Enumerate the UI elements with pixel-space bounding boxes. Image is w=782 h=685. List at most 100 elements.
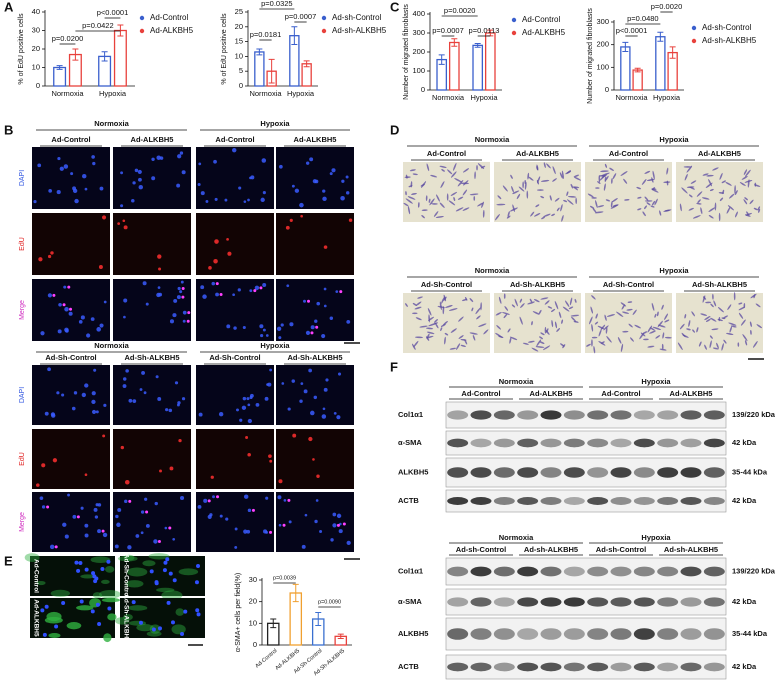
nucleus	[208, 266, 212, 270]
cell	[741, 175, 748, 180]
nucleus	[203, 498, 208, 503]
y-tick-label: 0	[36, 81, 40, 90]
legend-label: Ad-sh-Control	[702, 23, 752, 32]
cell	[404, 176, 411, 179]
edu-nucleus	[145, 510, 149, 514]
nucleus	[242, 325, 246, 330]
cell	[698, 341, 702, 347]
cell	[518, 186, 525, 192]
legend-marker	[691, 25, 697, 31]
nucleus	[205, 200, 209, 203]
edu-nucleus	[307, 299, 311, 303]
cell	[536, 189, 544, 191]
nucleus	[241, 405, 247, 410]
legend-label: Ad-Control	[522, 15, 560, 24]
panel-letter: F	[390, 359, 398, 374]
cell	[644, 205, 647, 210]
cell	[462, 189, 468, 196]
condition-label: Normoxia	[475, 266, 510, 275]
nucleus	[180, 280, 184, 284]
blot-strip	[445, 489, 727, 513]
cell	[415, 317, 422, 321]
nucleus	[93, 368, 97, 372]
y-tick-label: 5	[239, 66, 243, 75]
nucleus	[59, 166, 64, 171]
legend-marker	[511, 30, 517, 36]
nucleus	[335, 290, 339, 293]
legend-label: Ad-sh-ALKBH5	[332, 26, 387, 35]
p-value: p=0.0325	[261, 0, 293, 8]
nucleus	[213, 258, 218, 264]
group-label: Ad-Sh-Control	[603, 280, 654, 289]
y-tick-label: 20	[235, 22, 243, 31]
transwell-image	[403, 162, 490, 222]
blot-band	[517, 410, 539, 420]
blot-band	[680, 410, 702, 420]
cell	[753, 184, 761, 187]
cell	[743, 199, 748, 205]
micrograph	[276, 365, 354, 425]
bar	[448, 41, 460, 91]
nucleus	[92, 161, 96, 166]
sma-fiber	[66, 622, 82, 630]
y-tick-label: 200	[412, 47, 425, 56]
nucleus	[48, 189, 52, 193]
blot-band	[610, 628, 632, 640]
cell	[729, 326, 733, 333]
sma-fiber	[24, 553, 40, 562]
nucleus	[249, 289, 253, 293]
cell	[594, 211, 604, 214]
cell	[415, 301, 422, 306]
nucleus	[169, 319, 175, 324]
cell	[428, 314, 430, 323]
group-label: Ad-ALKBH5	[294, 135, 337, 144]
sma-fiber	[92, 592, 103, 599]
cell	[697, 199, 701, 204]
cell	[546, 163, 551, 169]
cell	[706, 174, 714, 177]
cell	[644, 200, 653, 202]
nucleus	[81, 392, 86, 398]
blot-band	[470, 597, 492, 607]
group-label: Ad-Control	[609, 149, 648, 158]
blot-band	[610, 410, 632, 420]
cell	[454, 177, 462, 183]
nucleus	[106, 559, 111, 564]
blot-band	[470, 410, 492, 420]
cell	[573, 176, 581, 181]
nucleus	[90, 609, 95, 614]
cell	[483, 329, 489, 335]
nucleus	[183, 609, 188, 614]
error-bar	[474, 42, 481, 48]
nucleus	[348, 218, 353, 222]
bar	[632, 69, 643, 91]
nucleus	[144, 497, 148, 501]
condition-label: Normoxia	[499, 377, 534, 386]
cell	[682, 334, 689, 338]
cell	[560, 204, 563, 212]
cell	[717, 307, 724, 313]
nucleus	[305, 161, 310, 165]
blot-band	[493, 597, 515, 607]
nucleus	[40, 331, 45, 336]
cell	[412, 312, 418, 315]
nucleus	[283, 499, 287, 502]
blot-band	[703, 497, 725, 505]
nucleus	[331, 168, 336, 173]
blot-band	[493, 497, 515, 505]
cell	[405, 303, 408, 307]
sma-fiber	[44, 616, 63, 624]
molecular-weight: 35-44 kDa	[732, 467, 768, 476]
nucleus	[84, 523, 89, 528]
cell	[539, 341, 545, 344]
legend-label: Ad-Control	[150, 13, 188, 22]
blot-band	[680, 597, 702, 607]
nucleus	[41, 463, 46, 468]
blot-band	[587, 410, 609, 420]
edu-nucleus	[69, 307, 73, 311]
blot-band	[540, 597, 562, 607]
nucleus	[179, 290, 183, 294]
y-tick-label: 20	[249, 597, 257, 606]
y-tick-label: 30	[32, 25, 40, 34]
